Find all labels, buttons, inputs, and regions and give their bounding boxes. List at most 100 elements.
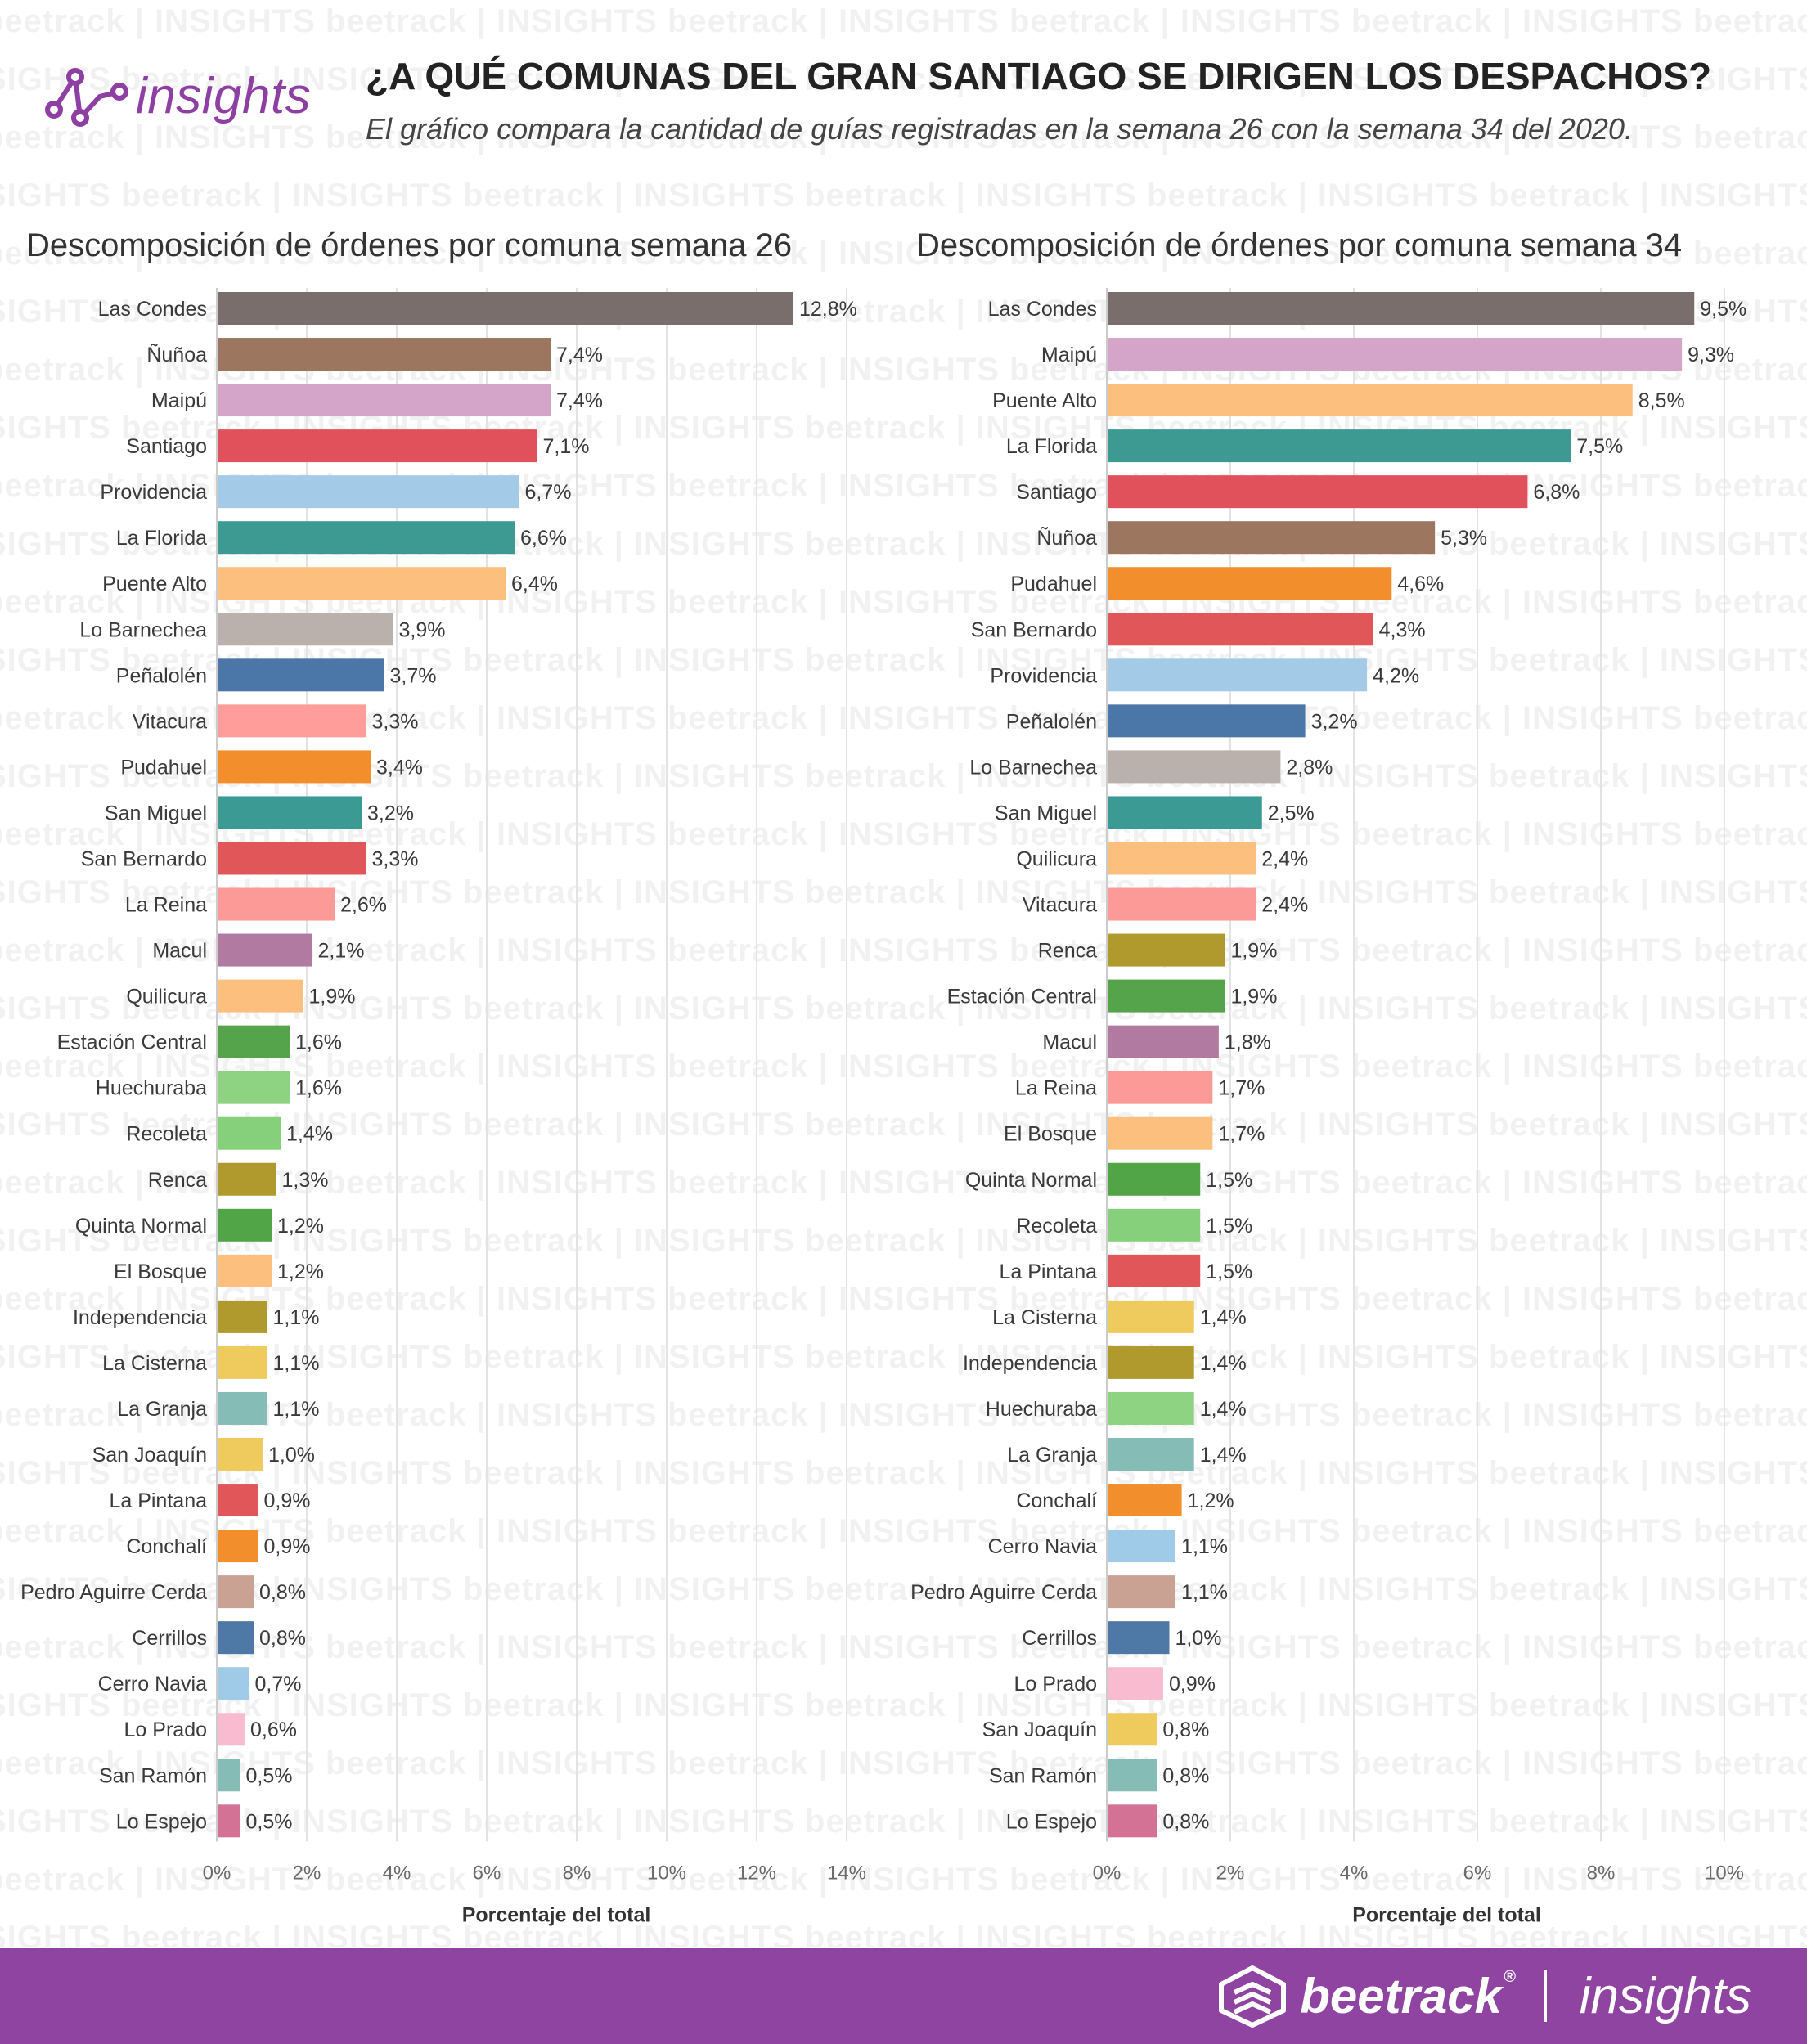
bar: [218, 1071, 290, 1104]
bar: [218, 1667, 249, 1700]
value-label: 7,4%: [556, 344, 603, 366]
bar: [218, 1300, 267, 1333]
category-label: Lo Barnechea: [969, 756, 1097, 779]
x-tick-label: 4%: [1340, 1862, 1369, 1884]
bar: [218, 338, 551, 371]
bar: [1108, 887, 1256, 921]
bar: [218, 887, 335, 921]
category-label: San Bernardo: [81, 847, 207, 870]
bar: [1108, 1345, 1194, 1379]
bar: [1108, 1530, 1176, 1563]
category-label: La Florida: [116, 527, 207, 550]
category-label: La Pintana: [999, 1260, 1097, 1283]
value-label: 2,4%: [1261, 894, 1308, 917]
bar: [218, 1345, 267, 1379]
x-tick-label: 0%: [1093, 1862, 1122, 1884]
category-label: La Cisterna: [992, 1306, 1097, 1329]
value-label: 12,8%: [799, 298, 857, 321]
value-label: 0,8%: [1162, 1810, 1209, 1833]
category-label: Maipú: [151, 389, 207, 412]
x-axis-title: Porcentaje del total: [1352, 1903, 1541, 1926]
category-label: La Florida: [1006, 435, 1097, 458]
logo-text: insights: [136, 67, 312, 124]
network-nodes-icon: [45, 68, 128, 127]
category-label: Huechuraba: [986, 1398, 1097, 1421]
category-label: La Reina: [125, 894, 207, 917]
bar: [218, 1162, 276, 1196]
category-label: Independencia: [73, 1306, 207, 1329]
value-label: 1,1%: [273, 1352, 320, 1375]
bar: [1108, 842, 1256, 875]
value-label: 0,5%: [246, 1764, 293, 1787]
bar: [1108, 658, 1368, 692]
bar: [1108, 338, 1683, 371]
bar: [1108, 567, 1392, 600]
category-label: Conchalí: [1016, 1489, 1097, 1512]
category-label: San Miguel: [995, 802, 1097, 824]
value-label: 7,4%: [556, 389, 603, 412]
value-label: 1,9%: [1230, 986, 1277, 1009]
bar: [1108, 1116, 1213, 1150]
value-label: 5,3%: [1441, 527, 1487, 550]
bar: [1108, 429, 1571, 463]
x-tick-label: 8%: [1587, 1862, 1616, 1884]
category-label: Renca: [148, 1169, 207, 1192]
bar: [218, 1530, 258, 1563]
bar: [1108, 796, 1262, 829]
bar: [1108, 521, 1436, 555]
chart-title-week-34: Descomposición de órdenes por comuna sem…: [916, 227, 1683, 263]
category-label: La Reina: [1015, 1077, 1097, 1100]
bar: [1108, 1254, 1201, 1287]
page-title: ¿A QUÉ COMUNAS DEL GRAN SANTIAGO SE DIRI…: [366, 55, 1712, 97]
bar: [218, 1484, 258, 1517]
value-label: 3,2%: [367, 802, 414, 824]
value-label: 9,3%: [1688, 344, 1734, 366]
bar: [218, 1391, 267, 1425]
value-label: 2,4%: [1261, 847, 1308, 870]
footer-product-text: insights: [1579, 1967, 1751, 2024]
category-label: San Joaquín: [92, 1444, 207, 1467]
value-label: 1,5%: [1206, 1260, 1252, 1283]
value-label: 4,2%: [1373, 664, 1419, 687]
bar: [218, 1438, 263, 1471]
category-label: Santiago: [126, 435, 207, 458]
bar: [1108, 1621, 1170, 1655]
x-axis-title: Porcentaje del total: [462, 1903, 651, 1926]
value-label: 1,0%: [1175, 1627, 1222, 1650]
category-label: Quilicura: [126, 986, 207, 1009]
category-label: Las Condes: [98, 298, 207, 321]
bar: [218, 1575, 254, 1609]
category-label: El Bosque: [114, 1260, 207, 1283]
value-label: 4,6%: [1397, 573, 1444, 595]
category-label: El Bosque: [1004, 1123, 1097, 1146]
category-label: Lo Espejo: [116, 1810, 207, 1833]
value-label: 7,1%: [543, 435, 590, 458]
category-label: Pudahuel: [1010, 573, 1097, 595]
footer-separator: [1543, 1970, 1547, 2022]
category-label: San Ramón: [989, 1764, 1097, 1787]
insights-logo: insights: [39, 59, 311, 133]
bar: [218, 750, 371, 784]
category-label: Vitacura: [133, 710, 207, 733]
bar: [1108, 1300, 1194, 1333]
value-label: 1,7%: [1218, 1123, 1265, 1146]
category-label: Santiago: [1016, 481, 1097, 504]
value-label: 1,3%: [282, 1169, 329, 1192]
value-label: 1,2%: [1188, 1489, 1234, 1512]
value-label: 7,5%: [1576, 435, 1623, 458]
category-label: Puente Alto: [102, 573, 207, 595]
category-label: Cerrillos: [132, 1627, 207, 1650]
category-label: Quilicura: [1016, 847, 1097, 870]
value-label: 1,6%: [295, 1077, 342, 1100]
bar: [1108, 979, 1225, 1013]
bar: [218, 1116, 281, 1150]
value-label: 0,9%: [264, 1535, 311, 1558]
bar: [218, 933, 312, 967]
category-label: Maipú: [1041, 344, 1097, 366]
category-label: Estación Central: [947, 986, 1097, 1009]
bar: [218, 1621, 254, 1655]
category-label: Ñuñoa: [1036, 526, 1097, 550]
x-tick-label: 6%: [1463, 1862, 1492, 1884]
category-label: Conchalí: [126, 1535, 207, 1558]
value-label: 0,8%: [1162, 1764, 1209, 1787]
